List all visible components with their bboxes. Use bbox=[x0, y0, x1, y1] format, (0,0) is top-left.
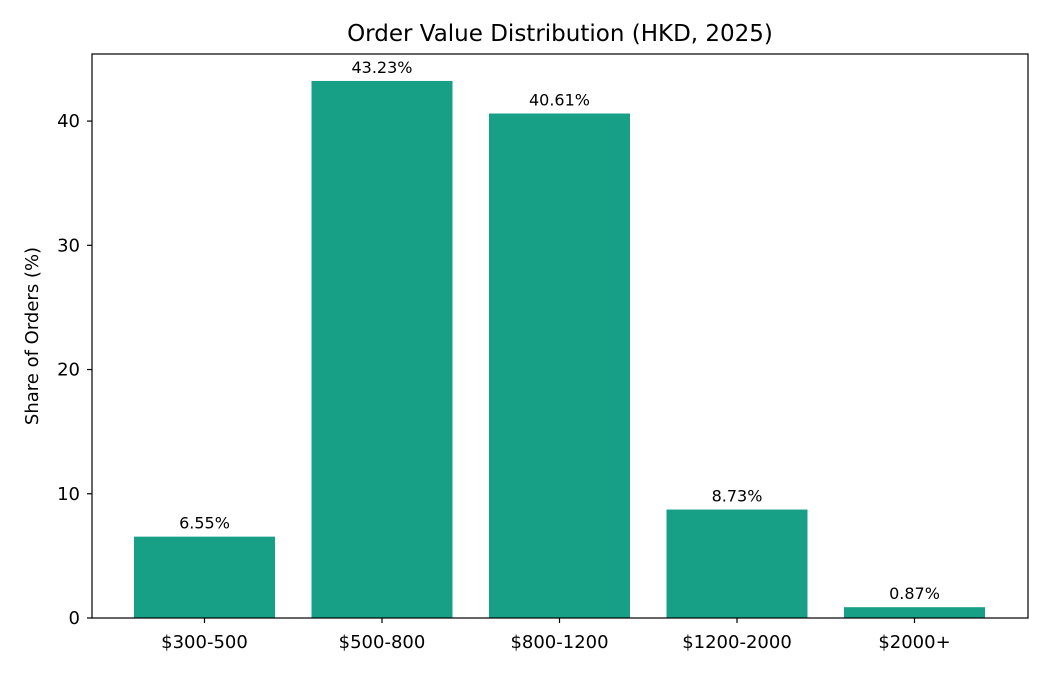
y-tick-label-1: 10 bbox=[57, 484, 80, 505]
data-label-2: 40.61% bbox=[529, 91, 590, 110]
bar-0 bbox=[134, 536, 275, 618]
x-tick-label-0: $300-500 bbox=[161, 632, 248, 653]
data-labels-layer: 6.55% 43.23% 40.61% 8.73% 0.87% bbox=[179, 58, 940, 603]
bar-3 bbox=[666, 509, 808, 618]
chart-title: Order Value Distribution (HKD, 2025) bbox=[347, 21, 773, 47]
y-axis-ticks: 0 10 20 30 40 bbox=[57, 111, 92, 629]
x-axis-ticks: $300-500 $500-800 $800-1200 $1200-2000 $2000… bbox=[161, 618, 951, 653]
y-tick-label-3: 30 bbox=[57, 235, 80, 256]
data-label-4: 0.87% bbox=[889, 584, 940, 603]
x-tick-label-2: $800-1200 bbox=[510, 632, 608, 653]
bar-4 bbox=[844, 607, 985, 618]
x-tick-label-4: $2000+ bbox=[878, 632, 950, 653]
x-tick-label-3: $1200-2000 bbox=[682, 632, 792, 653]
y-tick-label-0: 0 bbox=[69, 608, 80, 629]
data-label-1: 43.23% bbox=[351, 58, 412, 77]
bar-1 bbox=[311, 80, 453, 619]
bar-2 bbox=[489, 113, 630, 618]
y-axis-label: Share of Orders (%) bbox=[22, 247, 43, 425]
y-tick-label-2: 20 bbox=[57, 360, 80, 381]
plot-frame bbox=[91, 53, 1029, 619]
data-label-0: 6.55% bbox=[179, 514, 230, 533]
y-tick-label-4: 40 bbox=[57, 111, 80, 132]
data-label-3: 8.73% bbox=[712, 487, 763, 506]
x-tick-label-1: $500-800 bbox=[339, 632, 426, 653]
bars-layer bbox=[134, 80, 985, 619]
